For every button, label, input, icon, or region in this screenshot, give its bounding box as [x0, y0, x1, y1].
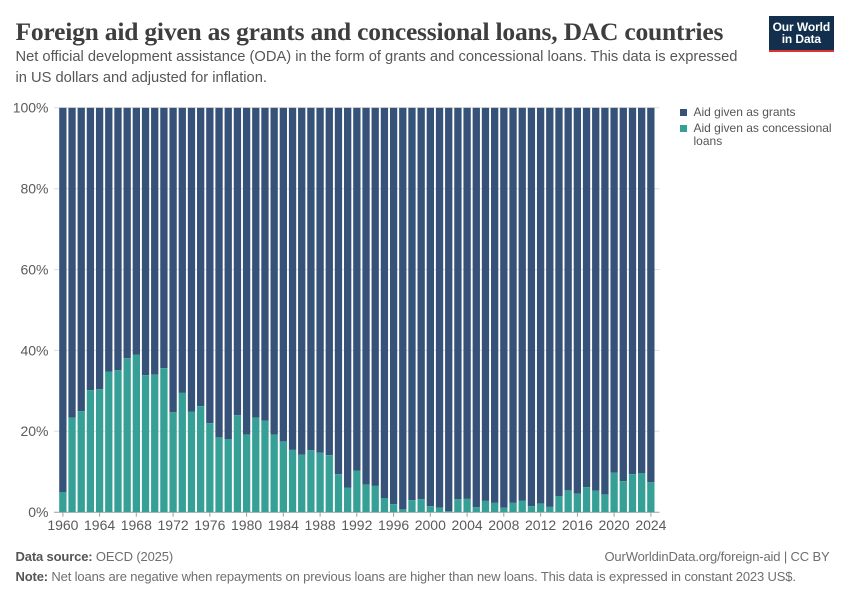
svg-text:2024: 2024	[635, 517, 666, 533]
svg-text:1984: 1984	[268, 517, 299, 533]
svg-text:0%: 0%	[28, 504, 48, 520]
svg-text:2008: 2008	[488, 517, 519, 533]
svg-text:1972: 1972	[158, 517, 189, 533]
svg-text:80%: 80%	[20, 181, 48, 197]
svg-text:1980: 1980	[231, 517, 262, 533]
svg-text:1960: 1960	[47, 517, 78, 533]
svg-text:1992: 1992	[341, 517, 372, 533]
svg-text:1996: 1996	[378, 517, 409, 533]
svg-text:60%: 60%	[20, 262, 48, 278]
svg-text:2000: 2000	[415, 517, 446, 533]
svg-text:1964: 1964	[84, 517, 115, 533]
svg-text:2016: 2016	[562, 517, 593, 533]
svg-text:20%: 20%	[20, 423, 48, 439]
svg-text:100%: 100%	[13, 100, 49, 116]
svg-text:2004: 2004	[452, 517, 483, 533]
svg-text:2012: 2012	[525, 517, 556, 533]
svg-text:2020: 2020	[599, 517, 630, 533]
svg-text:1968: 1968	[121, 517, 152, 533]
svg-text:1976: 1976	[194, 517, 225, 533]
svg-text:1988: 1988	[305, 517, 336, 533]
svg-text:40%: 40%	[20, 342, 48, 358]
